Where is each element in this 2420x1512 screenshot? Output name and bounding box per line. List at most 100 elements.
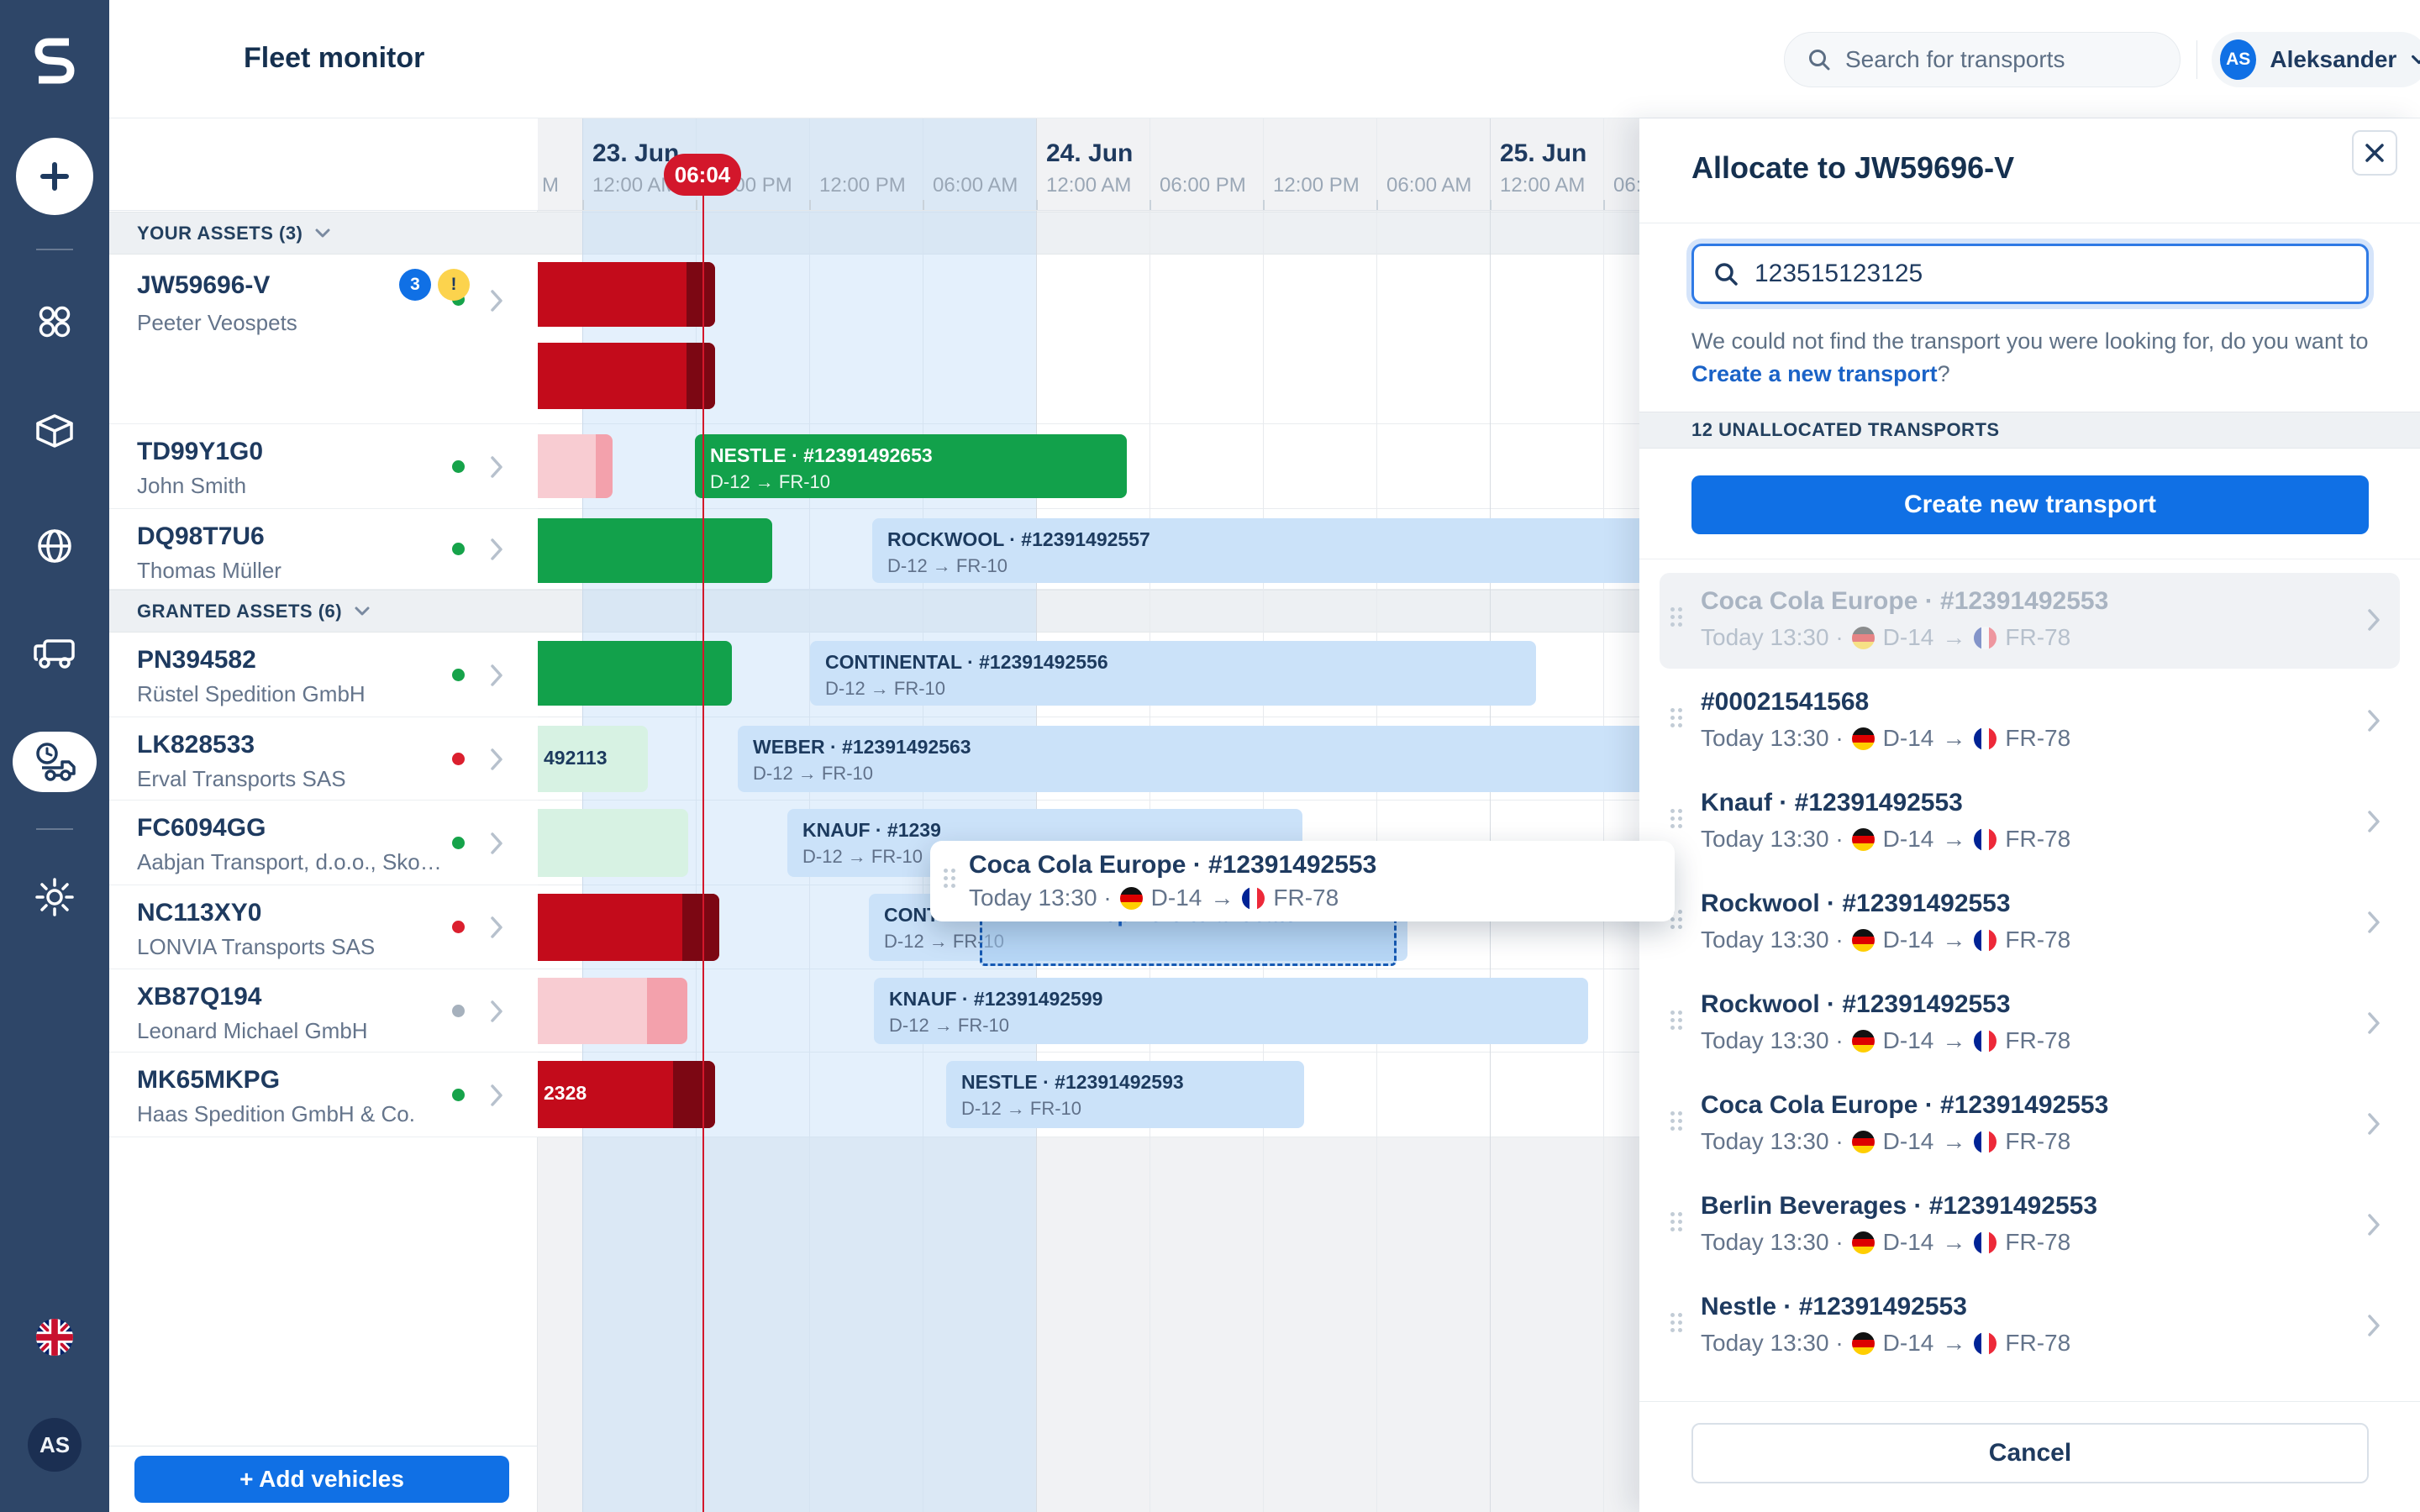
gantt-bar[interactable]: [538, 343, 715, 409]
nav-packages[interactable]: [0, 412, 109, 450]
vehicle-row[interactable]: LK828533 Erval Transports SAS: [109, 717, 538, 801]
vehicle-row[interactable]: TD99Y1G0 John Smith: [109, 424, 538, 509]
france-flag-icon: [1974, 1231, 1997, 1254]
chevron-right-icon[interactable]: [489, 915, 504, 944]
nav-network[interactable]: [0, 527, 109, 565]
transport-search-input[interactable]: 123515123125: [1691, 244, 2369, 304]
tick-label: 06:00 AM: [1386, 174, 1472, 197]
nav-fleet-monitor-active[interactable]: [13, 732, 97, 792]
gantt-bar[interactable]: ROCKWOOL · #12391492557 D-12 → FR-10: [872, 518, 1639, 583]
vehicle-row[interactable]: FC6094GG Aabjan Transport, d.o.o., Sko…: [109, 801, 538, 885]
create-transport-link[interactable]: Create a new transport: [1691, 361, 1938, 386]
vehicle-row[interactable]: PN394582 Rüstel Spedition GmbH: [109, 633, 538, 717]
drag-handle-icon[interactable]: [1670, 809, 1682, 828]
drag-handle-icon[interactable]: [1670, 1111, 1682, 1131]
transport-title: Nestle · #12391492553: [1701, 1293, 1967, 1320]
chevron-right-icon[interactable]: [489, 747, 504, 776]
chevron-right-icon[interactable]: [489, 999, 504, 1028]
france-flag-icon: [1974, 1029, 1997, 1053]
chevron-right-icon[interactable]: [2366, 910, 2381, 939]
transport-list-item[interactable]: Nestle · #12391492553 Today 13:30 · D-14 →…: [1639, 1276, 2420, 1377]
nav-apps[interactable]: [0, 302, 109, 341]
tick-mark: [1150, 200, 1151, 210]
app-logo-icon[interactable]: [32, 35, 77, 84]
drag-handle-icon[interactable]: [1670, 607, 1682, 627]
language-flag-icon[interactable]: [36, 1319, 73, 1356]
gantt-bar[interactable]: 2328: [538, 1061, 715, 1128]
vehicle-row[interactable]: NC113XY0 LONVIA Transports SAS: [109, 885, 538, 969]
gantt-bar[interactable]: NESTLE · #12391492653 D-12 → FR-10: [695, 434, 1127, 498]
vehicle-row[interactable]: XB87Q194 Leonard Michael GmbH: [109, 969, 538, 1053]
gantt-bar[interactable]: CONTINENTAL · #12391492556 D-12 → FR-10: [810, 641, 1536, 706]
gantt-bar[interactable]: [538, 641, 732, 706]
user-menu[interactable]: AS Aleksander: [2212, 32, 2420, 87]
avatar: AS: [2220, 39, 2257, 80]
drag-handle-icon[interactable]: [1670, 1212, 1682, 1231]
nav-settings[interactable]: [0, 877, 109, 917]
drag-handle-icon[interactable]: [944, 869, 955, 888]
chevron-right-icon[interactable]: [2366, 809, 2381, 838]
chevron-right-icon[interactable]: [2366, 1212, 2381, 1242]
transport-list-item[interactable]: Coca Cola Europe · #12391492553 Today 13…: [1639, 1074, 2420, 1175]
apps-grid-icon: [39, 306, 71, 338]
gantt-bar[interactable]: [538, 978, 687, 1044]
transport-list-item[interactable]: Berlin Beverages · #12391492553 Today 13…: [1639, 1175, 2420, 1276]
timeline-row: [538, 255, 1639, 424]
vehicle-row[interactable]: JW59696-V Peeter Veospets 3 !: [109, 255, 538, 424]
cancel-button[interactable]: Cancel: [1691, 1423, 2369, 1483]
chevron-right-icon[interactable]: [2366, 607, 2381, 637]
chevron-right-icon[interactable]: [2366, 1011, 2381, 1040]
rail-avatar[interactable]: AS: [28, 1418, 82, 1472]
bar-label: KNAUF · #1239: [802, 819, 941, 841]
add-vehicles-button[interactable]: + Add vehicles: [134, 1456, 509, 1503]
timeline-canvas[interactable]: 23. Jun 24. Jun 25. Jun M 12:00 AM 06:00 PM 12…: [538, 118, 1639, 1512]
transport-list-item[interactable]: Rockwool · #12391492553 Today 13:30 · D-1…: [1639, 974, 2420, 1074]
gantt-bar[interactable]: WEBER · #12391492563 D-12 → FR-10: [738, 726, 1639, 792]
drag-handle-icon[interactable]: [1670, 1011, 1682, 1030]
vehicle-row[interactable]: MK65MKPG Haas Spedition GmbH & Co.: [109, 1053, 538, 1137]
chevron-right-icon[interactable]: [489, 537, 504, 566]
transport-list-item[interactable]: #00021541568 Today 13:30 · D-14 → FR-78: [1639, 671, 2420, 772]
gantt-bar[interactable]: [538, 434, 613, 498]
transport-list-item[interactable]: Rockwool · #12391492553 Today 13:30 · D-1…: [1639, 873, 2420, 974]
chevron-right-icon[interactable]: [2366, 708, 2381, 738]
gantt-bar[interactable]: 492113: [538, 726, 648, 792]
bar-label: CONT: [884, 904, 939, 926]
chevron-right-icon[interactable]: [489, 831, 504, 860]
chevron-right-icon[interactable]: [2366, 1313, 2381, 1342]
transport-subtitle: Today 13:30 · D-14 → FR-78: [1701, 927, 2071, 953]
global-search-input[interactable]: Search for transports: [1784, 32, 2181, 87]
vehicle-plate: LK828533: [137, 731, 255, 759]
chevron-right-icon[interactable]: [489, 1083, 504, 1112]
vehicle-row[interactable]: DQ98T7U6 Thomas Müller: [109, 509, 538, 590]
gridline: [1376, 118, 1377, 1512]
create-new-transport-button[interactable]: Create new transport: [1691, 475, 2369, 534]
bar-sublabel: D-12 → FR-10: [802, 846, 923, 867]
bar-label: CONTINENTAL · #12391492556: [825, 651, 1108, 673]
asset-section-header[interactable]: YOUR ASSETS (3): [109, 212, 538, 255]
gantt-bar[interactable]: NESTLE · #12391492593 D-12 → FR-10: [946, 1061, 1304, 1128]
status-dot: [452, 1004, 465, 1017]
gantt-bar[interactable]: [538, 518, 772, 583]
vehicle-plate: JW59696-V: [137, 271, 271, 299]
asset-section-header[interactable]: GRANTED ASSETS (6): [109, 590, 538, 633]
add-button[interactable]: [16, 138, 93, 215]
transport-list-item[interactable]: Knauf · #12391492553 Today 13:30 · D-14 → F…: [1639, 772, 2420, 873]
nav-fleet[interactable]: [0, 636, 109, 671]
drag-handle-icon[interactable]: [1670, 1313, 1682, 1332]
close-button[interactable]: [2352, 130, 2397, 176]
gantt-bar[interactable]: [538, 809, 688, 877]
chevron-right-icon[interactable]: [489, 288, 504, 318]
drag-handle-icon[interactable]: [1670, 708, 1682, 727]
chevron-right-icon[interactable]: [489, 663, 504, 692]
gantt-bar[interactable]: KNAUF · #12391492599 D-12 → FR-10: [874, 978, 1588, 1044]
transport-list-item[interactable]: Coca Cola Europe · #12391492553 Today 13…: [1639, 570, 2420, 671]
status-dot: [452, 1088, 465, 1101]
chevron-right-icon[interactable]: [489, 454, 504, 484]
chevron-up-icon: [355, 606, 370, 616]
gantt-bar[interactable]: [538, 262, 715, 327]
chevron-right-icon[interactable]: [2366, 1111, 2381, 1141]
gantt-bar[interactable]: [538, 894, 719, 961]
dragged-transport-card[interactable]: Coca Cola Europe · #12391492553 Today 13…: [930, 841, 1675, 921]
divider: [2196, 40, 2197, 79]
